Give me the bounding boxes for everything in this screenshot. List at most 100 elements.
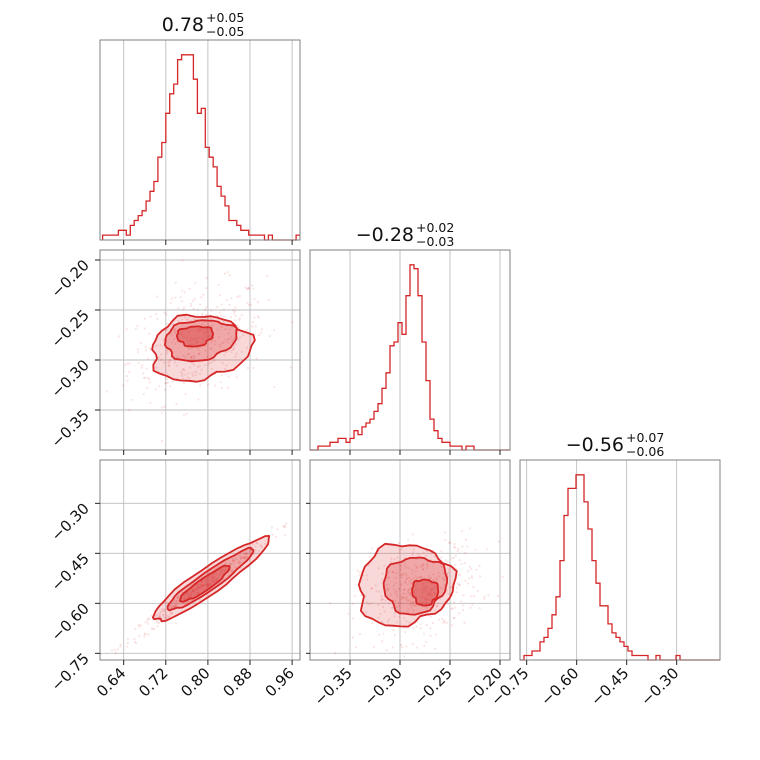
scatter-p0-p1-point xyxy=(195,341,198,344)
contour-p0-p2-outer xyxy=(152,535,271,623)
scatter-p0-p1-point xyxy=(227,338,230,341)
scatter-p1-p2-point xyxy=(437,571,440,574)
scatter-p1-p2-point xyxy=(464,538,467,541)
scatter-p1-p2-point xyxy=(419,565,422,568)
scatter-p1-p2-point xyxy=(487,594,490,597)
scatter-p1-p2-point xyxy=(410,606,413,609)
scatter-p1-p2-point xyxy=(358,574,361,577)
scatter-p0-p1-point xyxy=(134,327,137,330)
scatter-p1-p2-point xyxy=(377,604,380,607)
scatter-p0-p1-point xyxy=(235,376,238,379)
scatter-p0-p2-point xyxy=(239,556,242,559)
scatter-p0-p2-point xyxy=(173,599,176,603)
scatter-p1-p2-point xyxy=(414,588,417,591)
title-p1: −0.28 +0.02−0.03 xyxy=(356,220,455,249)
scatter-p0-p1-point xyxy=(247,287,251,290)
scatter-p0-p2-point xyxy=(199,583,203,587)
scatter-p1-p2-point xyxy=(468,565,472,569)
scatter-p0-p2-point xyxy=(193,594,196,597)
p2-axis-xtick-label: −0.45 xyxy=(587,664,632,709)
scatter-p0-p1-point xyxy=(199,384,202,387)
scatter-p0-p2-point xyxy=(238,560,241,563)
scatter-p0-p1-point xyxy=(181,318,184,321)
scatter-p0-p1-point xyxy=(201,312,204,315)
scatter-p0-p1-point xyxy=(237,338,240,341)
scatter-p0-p2-point xyxy=(223,566,227,569)
scatter-p1-p2-point xyxy=(458,612,461,615)
scatter-p1-p2-point xyxy=(452,616,456,619)
scatter-p0-p1-point xyxy=(224,328,227,331)
scatter-p0-p1-point xyxy=(175,364,178,367)
scatter-p1-p2-point xyxy=(378,666,380,668)
histogram-p1 xyxy=(310,264,510,451)
scatter-p1-p2-point xyxy=(399,601,402,605)
scatter-p1-p2-point xyxy=(411,571,414,574)
scatter-p0-p2-point xyxy=(271,533,274,536)
scatter-p0-p1-point xyxy=(183,369,187,372)
scatter-p0-p2-point xyxy=(126,641,129,645)
scatter-p0-p1-point xyxy=(221,362,224,365)
scatter-p0-p1-point xyxy=(193,343,196,346)
scatter-p0-p2-point xyxy=(191,589,194,592)
scatter-p0-p1-point xyxy=(266,275,269,278)
scatter-p1-p2-point xyxy=(450,607,453,610)
scatter-p0-p2-point xyxy=(211,577,214,581)
scatter-p0-p2-point xyxy=(126,645,129,648)
scatter-p1-p2-point xyxy=(429,576,432,580)
scatter-p1-p2-point xyxy=(452,556,455,559)
scatter-p1-p2-point xyxy=(384,599,387,602)
scatter-p0-p1-point xyxy=(143,317,146,320)
scatter-p0-p2-point xyxy=(156,625,159,628)
scatter-p1-p2-point xyxy=(453,606,457,609)
scatter-p1-p2-point xyxy=(448,541,451,545)
scatter-p1-p2-point xyxy=(445,621,448,624)
p1-axis-xtick-label: −0.35 xyxy=(311,664,356,709)
scatter-p1-p2-point xyxy=(456,582,459,585)
scatter-p0-p2-point xyxy=(168,604,172,608)
scatter-p0-p1-point xyxy=(254,325,257,328)
scatter-p1-p2-point xyxy=(472,585,475,589)
scatter-p0-p2-point xyxy=(198,586,201,589)
scatter-p0-p1-point xyxy=(185,318,188,321)
scatter-p0-p1-point xyxy=(234,343,237,346)
scatter-p0-p2-point xyxy=(157,615,161,618)
scatter-p0-p2-point xyxy=(263,542,267,545)
scatter-p0-p1-point xyxy=(189,366,192,369)
scatter-p0-p1-point xyxy=(209,347,212,350)
scatter-p1-p2-point xyxy=(422,582,425,586)
scatter-p1-p2-point xyxy=(470,577,473,580)
scatter-p0-p1-point xyxy=(222,315,226,318)
scatter-p0-p2-point xyxy=(133,638,136,641)
title-p2-median: −0.56 xyxy=(566,434,624,456)
scatter-p1-p2-point xyxy=(408,576,411,579)
scatter-p1-p2-point xyxy=(391,571,395,574)
scatter-p1-p2-point xyxy=(435,578,438,581)
scatter-p1-p2-point xyxy=(470,575,474,578)
scatter-p0-p2-point xyxy=(191,589,195,592)
scatter-p0-p1-point xyxy=(168,358,171,362)
scatter-p0-p2-point xyxy=(147,633,150,636)
contour-p1-p2 xyxy=(357,542,458,628)
title-p2-minus: −0.06 xyxy=(626,444,664,459)
scatter-p1-p2-point xyxy=(467,582,470,585)
scatter-p0-p1-point xyxy=(223,354,226,357)
scatter-p0-p1-point xyxy=(191,374,195,377)
scatter-p0-p1-point xyxy=(142,376,146,379)
scatter-p0-p2-point xyxy=(174,603,177,606)
scatter-p1-p2-point xyxy=(483,597,486,600)
scatter-p1-p2-point xyxy=(433,609,436,612)
scatter-p1-p2-point xyxy=(392,628,395,632)
scatter-p1-p2-point xyxy=(354,646,357,649)
scatter-p1-p2-point xyxy=(364,595,367,598)
scatter-p0-p1-point xyxy=(214,339,217,342)
scatter-p0-p1-point xyxy=(227,386,230,389)
scatter-p1-p2-point xyxy=(447,571,450,574)
scatter-p1-p2-point xyxy=(446,560,449,564)
scatter-p0-p1-point xyxy=(187,330,190,334)
scatter-p1-p2-point xyxy=(365,611,368,614)
scatter-p0-p2-point xyxy=(183,594,186,598)
scatter-p0-p2-point xyxy=(137,623,140,627)
scatter-p0-p2-point xyxy=(160,610,163,613)
scatter-p0-p1-point xyxy=(225,364,228,367)
